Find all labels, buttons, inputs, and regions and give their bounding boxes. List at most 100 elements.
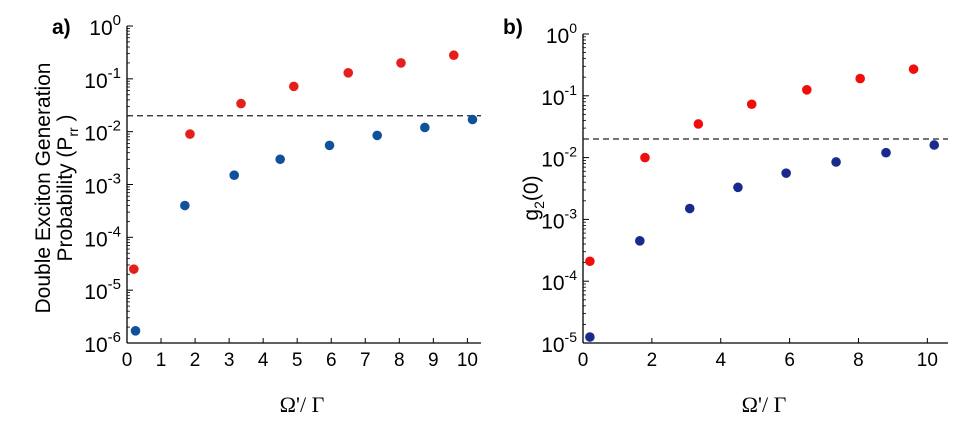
data-point-blue-b (831, 157, 841, 167)
y-tick-label-a: 10-4 (84, 223, 121, 251)
y-tick-base: 10 (541, 272, 564, 295)
x-tick-label-a: 4 (258, 350, 269, 371)
x-tick-label-a: 9 (428, 350, 439, 371)
x-tick-label-a: 3 (224, 350, 235, 371)
data-point-red-a (396, 58, 406, 68)
y-tick-label-b: 10-2 (541, 144, 577, 172)
y-tick-base: 10 (541, 334, 564, 357)
data-point-blue-b (684, 203, 695, 214)
data-point-red-b (802, 85, 812, 95)
y-tick-exponent: 0 (569, 20, 577, 36)
y-tick-base: 10 (84, 123, 107, 146)
data-point-blue-a (467, 114, 478, 125)
data-point-blue-b (733, 182, 743, 193)
data-point-red-a (343, 68, 354, 78)
y-tick-label-b: 10-4 (541, 267, 577, 295)
data-point-red-a (129, 264, 139, 274)
y-tick-exponent: -2 (108, 118, 121, 135)
y-tick-label-a: 100 (89, 12, 121, 40)
data-point-blue-a (420, 122, 430, 133)
data-point-red-b (908, 64, 919, 74)
y-tick-base: 10 (84, 281, 107, 304)
data-point-red-a (236, 98, 246, 109)
x-tick-label-b: 2 (647, 350, 658, 371)
y-tick-exponent: -3 (565, 205, 578, 221)
x-tick-label-a: 1 (156, 350, 167, 371)
chart-panel-a: a) Double Exciton Generation Probability… (32, 12, 481, 417)
data-point-red-b (855, 73, 865, 84)
y-tick-base: 10 (541, 210, 564, 233)
y-tick-exponent: -3 (108, 171, 121, 188)
y-tick-label-b: 10-5 (541, 329, 577, 357)
y-tick-label-a: 10-2 (84, 118, 121, 146)
y-tick-base: 10 (541, 149, 564, 172)
y-axis-label-b: g2(0) (520, 175, 547, 220)
y-tick-exponent: -2 (565, 144, 578, 160)
data-point-red-b (640, 152, 650, 163)
y-tick-exponent: -1 (108, 65, 121, 82)
data-point-blue-a (130, 326, 141, 336)
data-point-blue-b (635, 236, 645, 246)
panel-label-a: a) (52, 16, 71, 39)
data-point-blue-a (229, 170, 240, 180)
y-tick-exponent: -4 (108, 223, 121, 240)
panel-label-b: b) (503, 16, 523, 39)
y-tick-label-a: 10-5 (84, 276, 121, 304)
y-tick-exponent: -4 (565, 267, 578, 283)
y-tick-exponent: -1 (565, 82, 578, 98)
data-point-blue-b (585, 332, 595, 342)
data-point-red-a (448, 50, 459, 61)
y-tick-label-a: 10-1 (84, 65, 121, 93)
x-axis-label-a: Ω'/ Γ (280, 392, 325, 417)
data-point-blue-a (372, 130, 382, 141)
y-tick-label-b: 10-1 (541, 82, 577, 110)
y-axis-label-a-subscript: rr (65, 127, 81, 137)
y-tick-base: 10 (84, 334, 107, 357)
x-tick-label-a: 5 (292, 350, 303, 371)
x-tick-label-b: 8 (853, 350, 864, 371)
y-tick-base: 10 (546, 25, 569, 48)
y-tick-label-a: 10-6 (84, 329, 121, 357)
data-point-red-b (693, 119, 704, 129)
x-tick-label-b: 0 (578, 350, 589, 371)
y-tick-exponent: 0 (113, 12, 121, 29)
data-point-blue-b (929, 140, 940, 150)
y-tick-base: 10 (84, 176, 107, 199)
data-point-blue-a (275, 154, 285, 165)
y-axis-label-b-suffix: (0) (520, 175, 543, 201)
x-tick-label-a: 7 (360, 350, 371, 371)
y-tick-base: 10 (541, 87, 564, 110)
x-tick-label-a: 10 (457, 350, 478, 371)
y-axis-label-b-subscript: 2 (531, 201, 547, 209)
y-tick-base: 10 (84, 70, 107, 93)
y-axis-label-a-line1: Double Exciton Generation (32, 63, 55, 314)
y-tick-label-b: 10-3 (541, 205, 577, 233)
data-point-blue-a (180, 200, 190, 211)
y-axis-label-a-main: Probability (P (54, 137, 77, 262)
y-axis-label-b-main: g (520, 209, 543, 221)
data-point-red-b (585, 256, 595, 267)
y-axis-label-a-line2: Probability (Prr ) (54, 114, 81, 261)
y-tick-base: 10 (89, 17, 112, 40)
data-point-red-a (288, 81, 299, 92)
x-tick-label-a: 6 (326, 350, 337, 371)
x-tick-label-b: 10 (917, 350, 938, 371)
x-axis-label-b: Ω'/ Γ (742, 392, 787, 417)
x-tick-label-a: 8 (394, 350, 405, 371)
y-tick-label-b: 100 (546, 20, 577, 48)
y-tick-base: 10 (84, 228, 107, 251)
y-tick-exponent: -5 (108, 276, 121, 293)
data-point-red-a (185, 129, 195, 139)
data-point-blue-b (881, 147, 891, 158)
x-tick-label-a: 2 (190, 350, 201, 371)
data-point-blue-b (781, 168, 791, 178)
x-tick-label-b: 6 (784, 350, 795, 371)
y-tick-label-a: 10-3 (84, 171, 121, 199)
y-axis-label-a-suffix: ) (54, 114, 77, 127)
y-tick-exponent: -6 (108, 329, 121, 346)
data-point-blue-a (324, 140, 335, 151)
y-tick-exponent: -5 (565, 329, 578, 345)
chart-panel-b: b) g2(0) Ω'/ Γ 0 2 4 6 8 1010-510-410-310-210… (503, 16, 948, 417)
x-tick-label-b: 4 (715, 350, 726, 371)
